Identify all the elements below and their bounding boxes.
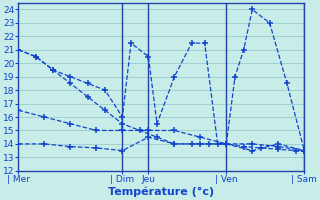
X-axis label: Température (°c): Température (°c) [108, 187, 214, 197]
